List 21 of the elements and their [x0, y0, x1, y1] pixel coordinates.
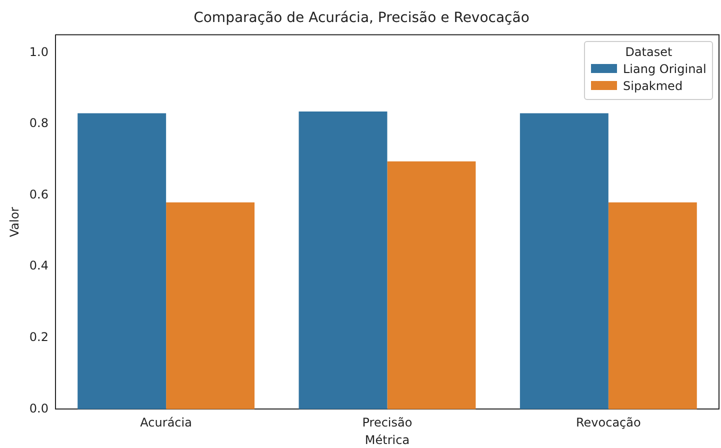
x-tick-label: Acurácia — [140, 416, 192, 430]
chart-title: Comparação de Acurácia, Precisão e Revocação — [194, 10, 530, 26]
bar — [387, 161, 476, 410]
bar — [520, 113, 608, 410]
bar — [166, 202, 255, 410]
x-tick-label: Precisão — [362, 416, 412, 430]
legend-label: Liang Original — [623, 62, 706, 76]
legend-label: Sipakmed — [623, 78, 683, 93]
x-tick-label: Revocação — [576, 416, 641, 430]
y-tick-label: 0.0 — [29, 401, 48, 416]
y-tick-label: 0.6 — [29, 187, 48, 202]
x-axis-title: Métrica — [364, 432, 410, 447]
y-tick-label: 0.2 — [29, 330, 48, 344]
y-tick-label: 0.4 — [29, 258, 48, 273]
y-tick-label: 0.8 — [29, 116, 48, 130]
bar — [298, 111, 388, 410]
bar — [78, 113, 166, 410]
legend-title: Dataset — [624, 44, 674, 59]
y-axis-title: Valor — [7, 206, 22, 238]
y-tick-label: 1.0 — [29, 44, 48, 59]
bar — [608, 202, 697, 410]
